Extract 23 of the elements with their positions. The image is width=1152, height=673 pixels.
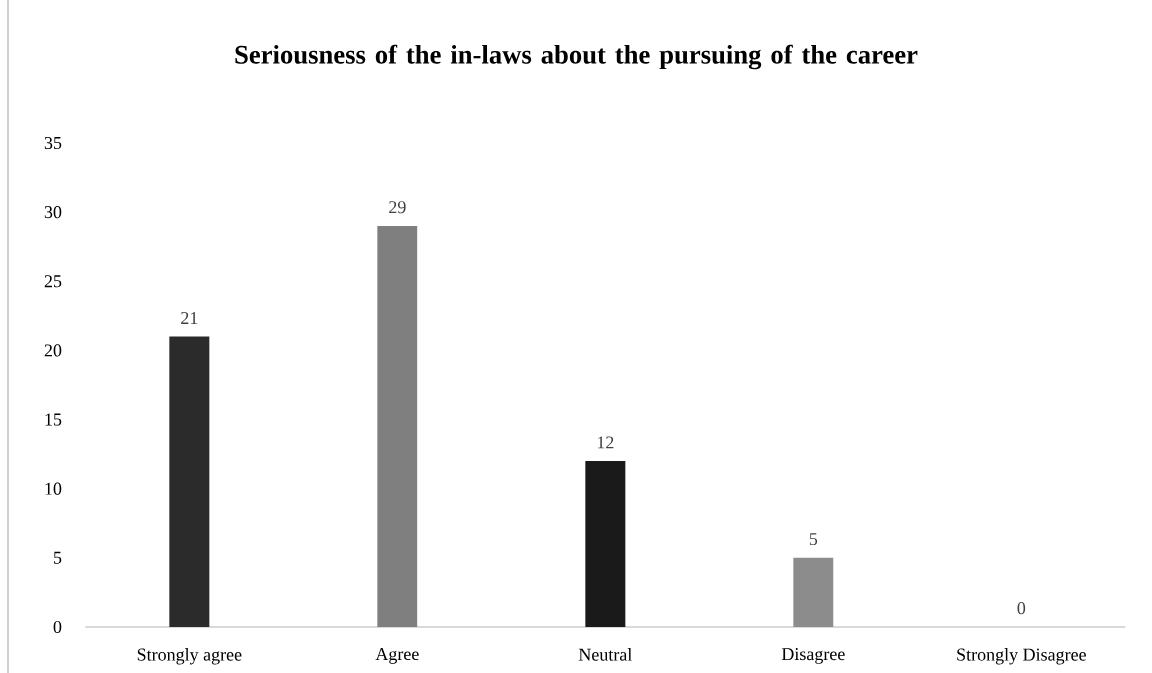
- data-label: 0: [1017, 602, 1026, 615]
- data-label: 5: [809, 533, 818, 546]
- y-tick-label: 20: [44, 344, 62, 357]
- data-label: 12: [597, 436, 614, 449]
- chart-title: Seriousness of the in-laws about the pursuing of the career: [235, 44, 918, 70]
- x-tick-label: Agree: [375, 648, 419, 664]
- data-label: 21: [181, 311, 198, 324]
- x-tick-label: Neutral: [578, 648, 632, 661]
- x-tick-label: Strongly agree: [137, 648, 242, 665]
- y-tick-label: 10: [45, 482, 62, 495]
- y-tick-label: 35: [44, 136, 62, 150]
- y-tick-label: 15: [45, 413, 62, 426]
- y-tick-label: 5: [54, 551, 62, 564]
- bar: [377, 225, 418, 627]
- bar: [169, 336, 210, 627]
- bar: [793, 557, 834, 627]
- x-tick-label: Strongly Disagree: [957, 648, 1086, 665]
- bar: [585, 461, 626, 627]
- y-tick-label: 0: [53, 620, 62, 634]
- y-tick-label: 30: [44, 206, 62, 219]
- y-tick-label: 25: [44, 275, 62, 288]
- x-tick-label: Disagree: [781, 648, 845, 664]
- data-label: 29: [389, 201, 406, 214]
